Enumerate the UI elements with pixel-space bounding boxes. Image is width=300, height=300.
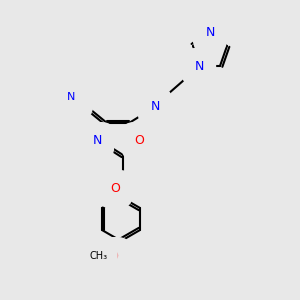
Text: O: O bbox=[110, 182, 120, 196]
Text: N: N bbox=[92, 134, 102, 148]
Text: O: O bbox=[134, 134, 144, 148]
Text: N: N bbox=[150, 100, 160, 113]
Text: C: C bbox=[74, 97, 82, 107]
Text: CH₃: CH₃ bbox=[90, 251, 108, 261]
Text: H: H bbox=[145, 96, 153, 106]
Text: N: N bbox=[205, 26, 215, 40]
Text: N: N bbox=[194, 61, 204, 74]
Text: O: O bbox=[108, 250, 118, 262]
Text: N: N bbox=[67, 92, 75, 102]
